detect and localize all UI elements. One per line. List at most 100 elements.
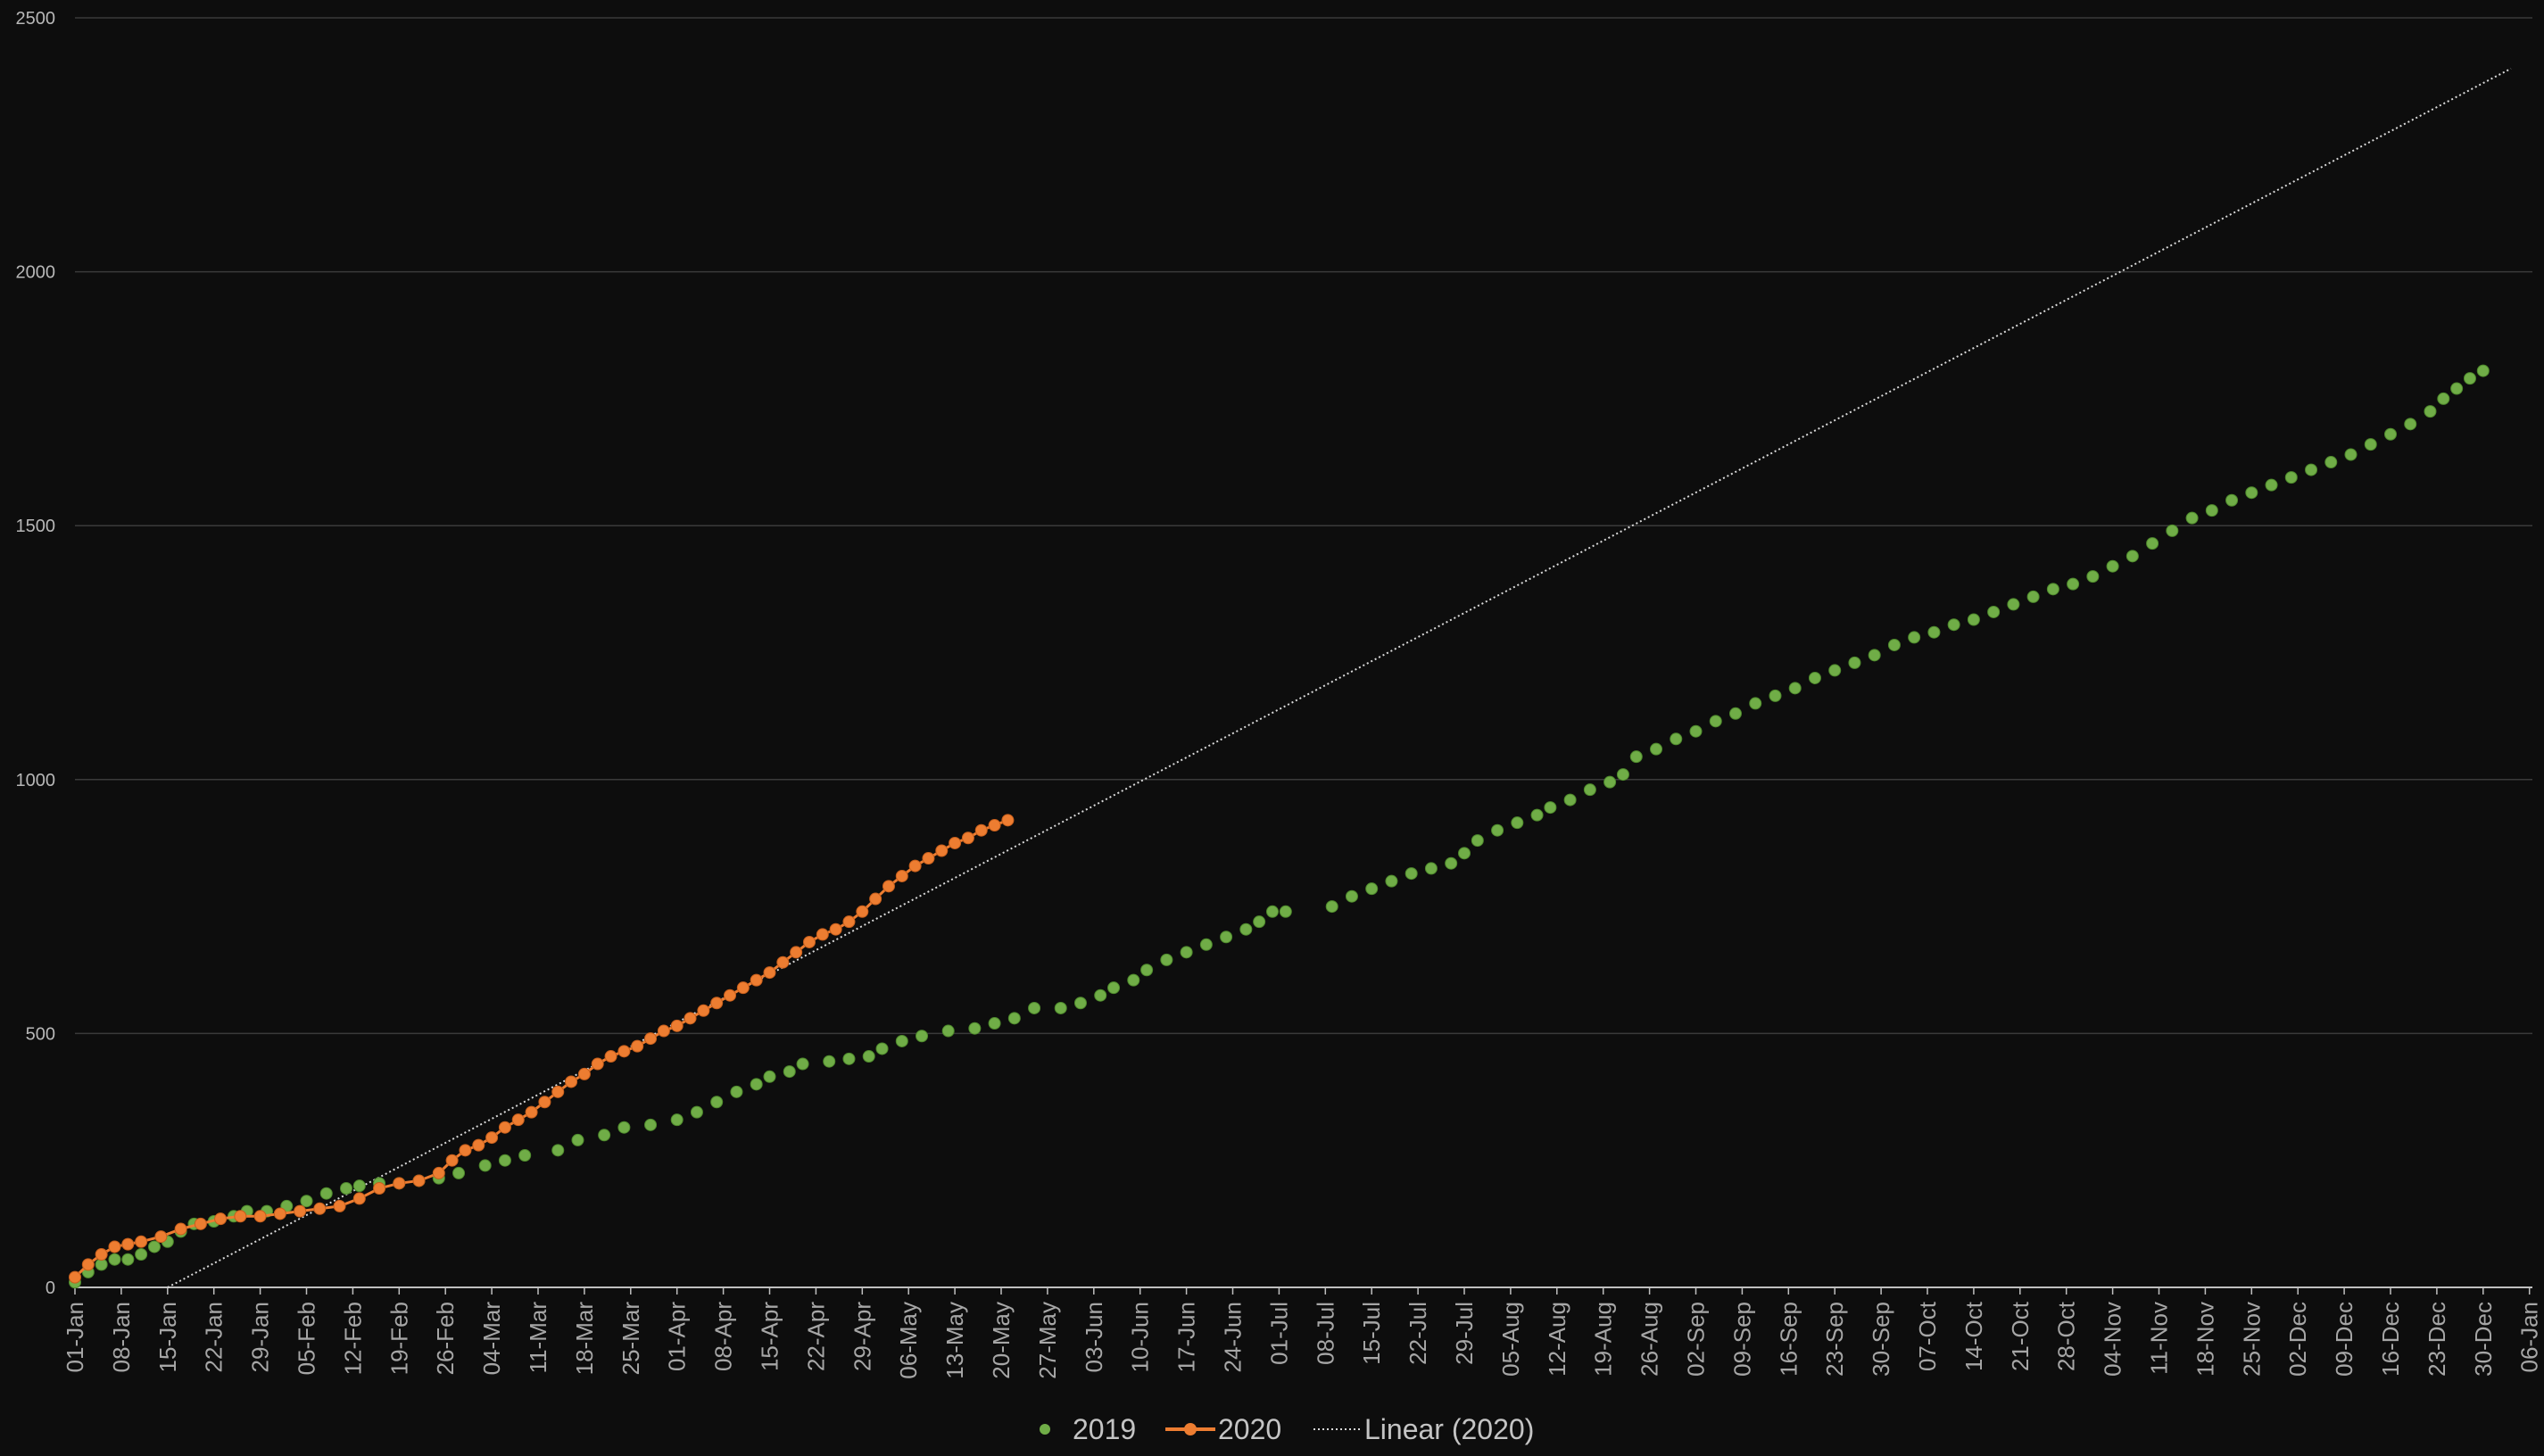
point-2019 [2245,486,2258,500]
trendline-linear-2020 [167,68,2512,1288]
point-2020 [485,1131,499,1145]
point-2020 [644,1032,658,1046]
point-2020 [81,1258,95,1271]
x-tick-label: 15-Jul [1358,1302,1385,1365]
point-2020 [816,928,829,941]
point-2020 [214,1212,228,1226]
point-2019 [2046,583,2059,596]
point-2020 [412,1174,426,1187]
point-2019 [2284,471,2298,484]
x-tick-label: 03-Jun [1081,1302,1107,1373]
x-tick-label: 01-Apr [664,1302,691,1371]
x-tick-label: 02-Dec [2284,1302,2311,1377]
x-tick-label: 21-Oct [2007,1301,2034,1371]
point-2019 [1769,689,1782,702]
point-2019 [571,1133,584,1146]
x-tick-label: 05-Aug [1497,1302,1524,1377]
point-2019 [2007,598,2020,611]
x-tick-label: 25-Nov [2238,1302,2265,1377]
point-2019 [1127,973,1140,987]
point-2020 [949,836,962,849]
x-tick-label: 22-Jul [1405,1302,1431,1365]
point-2019 [1544,801,1557,815]
point-2019 [1325,900,1338,914]
x-tick-label: 08-Apr [710,1302,737,1371]
legend-label-2019: 2019 [1073,1413,1136,1445]
point-2019 [1491,823,1504,837]
x-tick-label: 10-Jun [1127,1302,1154,1373]
point-2019 [2384,427,2397,441]
point-2019 [147,1240,161,1253]
x-tick-label: 28-Oct [2053,1301,2080,1371]
point-2019 [1689,724,1703,738]
point-2019 [2225,493,2239,507]
point-2020 [790,946,803,959]
point-2020 [670,1019,684,1032]
point-2019 [2067,577,2080,591]
x-tick-label: 16-Dec [2377,1302,2404,1377]
point-2019 [1445,856,1458,870]
point-2020 [710,997,724,1010]
point-2019 [1848,656,1861,669]
point-2020 [445,1154,459,1167]
point-2019 [1028,1001,1041,1014]
point-2019 [1365,882,1379,896]
point-2020 [763,966,776,980]
x-tick-label: 09-Dec [2331,1302,2358,1377]
point-2020 [895,869,908,882]
point-2019 [121,1253,135,1266]
x-tick-label: 11-Mar [525,1302,551,1374]
point-2020 [253,1210,267,1223]
y-tick-label: 1500 [16,517,56,536]
point-2019 [2026,590,2040,603]
x-tick-label: 13-May [941,1302,968,1379]
point-2020 [194,1217,207,1230]
point-2020 [802,935,816,948]
point-2019 [895,1034,908,1047]
point-2019 [862,1050,875,1063]
point-2019 [1511,816,1524,830]
point-2020 [393,1177,406,1190]
point-2019 [1967,613,1980,626]
x-tick-label: 11-Nov [2146,1302,2173,1375]
x-tick-label: 05-Feb [294,1302,320,1375]
point-2019 [2146,537,2159,550]
point-2019 [916,1030,929,1043]
point-2019 [1458,847,1471,860]
point-2020 [856,905,869,918]
point-2020 [988,819,1001,832]
legend-label-2020: 2020 [1218,1413,1281,1445]
point-2020 [697,1004,710,1017]
point-2019 [1670,732,1683,746]
point-2019 [1180,946,1193,959]
point-2019 [750,1078,763,1091]
point-2019 [1253,915,1266,929]
x-tick-label: 30-Dec [2470,1302,2497,1377]
point-2020 [724,989,737,1002]
point-2019 [1094,989,1107,1002]
point-2019 [1583,783,1596,797]
series-2019 [69,364,2490,1289]
point-2020 [511,1113,525,1127]
point-2020 [551,1085,565,1098]
legend-marker-2019 [1040,1424,1050,1435]
x-tick-label: 06-Jan [2516,1302,2543,1373]
point-2020 [333,1199,346,1212]
point-2020 [961,831,974,845]
point-2019 [2106,559,2119,573]
x-tick-label: 29-Jan [247,1302,274,1373]
point-2020 [95,1248,108,1262]
point-2020 [1001,814,1015,827]
point-2020 [974,823,988,837]
point-2020 [135,1235,148,1248]
point-2020 [234,1210,247,1223]
y-tick-label: 1000 [16,771,56,790]
point-2019 [1405,867,1418,881]
point-2020 [577,1067,591,1080]
point-2019 [2166,524,2179,537]
point-2019 [2463,372,2476,385]
point-2020 [538,1096,551,1109]
point-2020 [842,915,856,929]
point-2020 [750,973,763,987]
